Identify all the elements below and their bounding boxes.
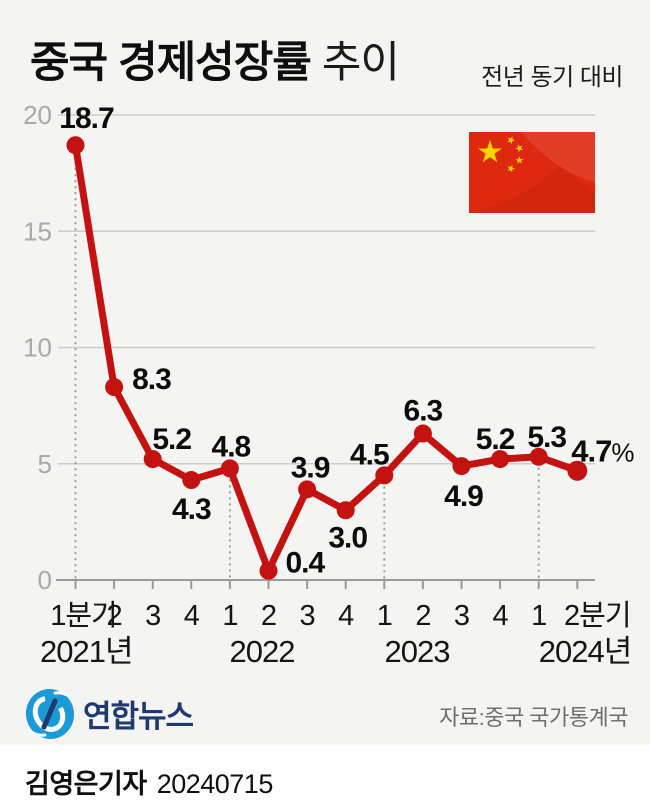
- data-point: [259, 561, 278, 580]
- yonhap-logo-icon: [25, 689, 75, 739]
- x-axis-quarter-label: 4: [338, 600, 354, 632]
- byline-strip: 김영은기자 20240715: [0, 745, 650, 809]
- data-value-label: 4.7%: [571, 434, 634, 469]
- data-point: [143, 450, 162, 469]
- x-axis-quarter-label: 2: [261, 600, 276, 632]
- flag-star: [515, 156, 524, 164]
- y-axis-tick-label: 20: [23, 100, 52, 130]
- y-axis-tick-label: 15: [23, 216, 52, 246]
- data-point: [220, 459, 239, 478]
- x-axis-quarter-label: 4: [493, 600, 509, 632]
- yonhap-logo: 연합뉴스: [25, 688, 194, 740]
- flag-star: [515, 144, 524, 153]
- data-point: [298, 480, 317, 499]
- data-value-label: 8.3: [132, 363, 171, 396]
- data-point: [66, 136, 85, 155]
- y-axis-tick-label: 5: [38, 449, 52, 479]
- data-source-credit: 자료:중국 국가통계국: [439, 705, 628, 730]
- x-axis-year-label: 2022: [230, 634, 295, 669]
- x-axis-quarter-label: 4: [184, 600, 200, 632]
- china-flag-image: [469, 132, 595, 213]
- y-axis-tick-label: 10: [23, 333, 52, 363]
- chart-note: 전년 동기 대비: [481, 64, 623, 91]
- data-point: [182, 471, 201, 490]
- x-axis-quarter-label: 2: [415, 600, 430, 632]
- data-value-label: 3.9: [291, 451, 330, 484]
- data-point: [413, 424, 432, 443]
- byline: 김영은기자 20240715: [25, 762, 273, 801]
- data-point: [375, 466, 394, 485]
- x-axis-quarter-label: 2: [107, 600, 122, 632]
- data-point: [529, 447, 548, 466]
- page-title-main: 중국 경제성장률: [30, 39, 312, 87]
- x-axis-quarter-label: 3: [145, 600, 160, 632]
- reporter-name: 김영은기자: [25, 769, 147, 799]
- flag-star: [478, 139, 502, 163]
- data-value-label: 0.4: [286, 547, 326, 580]
- flag-star: [507, 136, 516, 145]
- data-value-label: 6.3: [404, 395, 443, 428]
- data-value-label: 4.9: [444, 480, 483, 513]
- data-point: [452, 457, 471, 476]
- data-value-label: 5.2: [476, 423, 515, 456]
- flag-sheen: [521, 132, 595, 182]
- yonhap-logo-text: 연합뉴스: [83, 698, 194, 734]
- data-value-label: 3.0: [328, 521, 367, 554]
- x-axis-year-label: 2023: [385, 634, 450, 669]
- data-point: [567, 460, 588, 481]
- y-axis-tick-label: 0: [38, 565, 52, 595]
- flag-star: [507, 164, 516, 173]
- page-title-sub: 추이: [310, 39, 400, 87]
- x-axis-quarter-label: 1분기: [50, 600, 117, 632]
- data-value-label: 4.5: [350, 438, 389, 471]
- data-value-label: 4.3: [172, 493, 211, 526]
- flag-shadow: [469, 166, 595, 213]
- footer: 연합뉴스 자료:중국 국가통계국: [0, 686, 650, 742]
- data-value-label: 5.2: [152, 423, 191, 456]
- data-point: [336, 501, 355, 520]
- x-axis-quarter-label: 3: [300, 600, 315, 632]
- page-title: 중국 경제성장률 추이: [30, 28, 400, 90]
- x-axis-quarter-label: 1: [377, 600, 392, 632]
- publish-date: 20240715: [156, 769, 274, 799]
- x-axis-quarter-label: 3: [454, 600, 469, 632]
- data-point: [491, 450, 510, 469]
- x-axis-year-label: 2024년: [539, 634, 631, 669]
- data-value-label: 18.7: [59, 102, 114, 135]
- data-value-label: 4.8: [212, 430, 251, 463]
- x-axis-year-label: 2021년: [40, 634, 132, 669]
- x-axis-quarter-label: 1: [222, 600, 237, 632]
- data-point: [105, 378, 124, 397]
- x-axis-quarter-label: 2분기: [564, 600, 631, 632]
- data-value-label: 5.3: [527, 421, 566, 454]
- x-axis-quarter-label: 1: [531, 600, 546, 632]
